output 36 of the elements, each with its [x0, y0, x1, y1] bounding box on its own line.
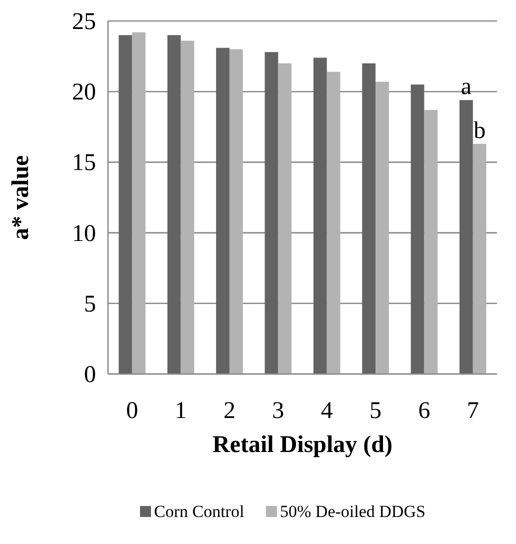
y-axis-title: a* value [8, 154, 34, 240]
x-tick-label: 0 [126, 398, 138, 424]
y-tick-label: 25 [72, 9, 96, 35]
y-tick-label: 10 [72, 220, 96, 247]
legend-label: 50% De-oiled DDGS [280, 502, 426, 521]
bar [376, 82, 389, 374]
annotation: a [460, 74, 472, 100]
bar [118, 35, 132, 374]
bar [410, 84, 424, 374]
bar [229, 49, 243, 374]
x-tick-label: 3 [272, 398, 284, 424]
bar [472, 144, 486, 374]
y-tick-label: 20 [72, 80, 96, 106]
bar [132, 32, 146, 374]
bar [278, 63, 292, 374]
bar [460, 100, 473, 374]
x-tick-label: 6 [418, 398, 430, 424]
y-tick-label: 5 [84, 291, 96, 318]
x-tick-label: 5 [370, 398, 382, 424]
x-tick-label: 7 [466, 398, 479, 424]
bar [326, 72, 340, 374]
bar [362, 63, 376, 374]
bar [167, 35, 181, 374]
bar [424, 110, 438, 374]
legend-label: Corn Control [154, 502, 244, 521]
y-tick-label: 15 [72, 150, 96, 176]
x-tick-label: 4 [320, 398, 333, 424]
bar [216, 48, 230, 374]
x-tick-label: 1 [174, 398, 187, 424]
bar [313, 58, 327, 374]
annotation: b [474, 118, 486, 144]
y-tick-label: 0 [84, 362, 96, 388]
x-tick-label: 2 [223, 398, 236, 424]
bar [264, 52, 278, 374]
bar [180, 40, 194, 374]
x-axis-title: Retail Display (d) [212, 432, 392, 458]
